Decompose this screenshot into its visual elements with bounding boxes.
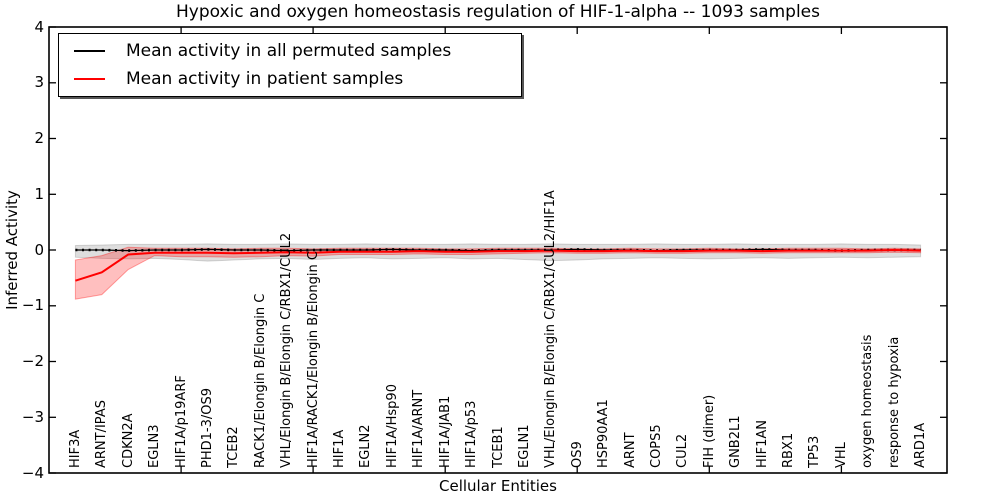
x-category-label: ARNT/IPAS (94, 400, 110, 468)
plot-frame (48, 26, 948, 474)
x-category-label: HIF1A/RACK1/Elongin B/Elongin C (305, 251, 321, 468)
x-category-label: TP53 (807, 435, 823, 468)
x-category-label: HIF1A/JAB1 (437, 395, 453, 468)
x-category-label: EGLN1 (516, 424, 532, 468)
x-category-label: CDKN2A (120, 413, 136, 468)
x-category-label: HIF1A/Hsp90 (384, 384, 400, 468)
line-patient-mean (75, 248, 921, 282)
legend-line-patient-icon (74, 78, 105, 80)
x-category-label: RBX1 (781, 432, 797, 468)
y-tick-label: −4 (21, 463, 44, 482)
legend-item-permuted: Mean activity in all permuted samples (59, 37, 521, 65)
x-category-label: VHL (833, 442, 849, 468)
y-tick-label: 3 (34, 73, 44, 92)
x-category-label: HSP90AA1 (596, 399, 612, 468)
x-category-label: HIF3A (67, 429, 83, 468)
x-category-label: CUL2 (675, 433, 691, 468)
x-category-label: VHL/Elongin B/Elongin C/RBX1/CUL2 (279, 232, 295, 468)
legend-item-patient: Mean activity in patient samples (59, 65, 521, 93)
y-tick-label: 1 (34, 184, 44, 203)
x-category-label: COPS5 (648, 424, 664, 468)
x-category-label: ARNT (622, 432, 638, 468)
legend: Mean activity in all permuted samples Me… (58, 33, 522, 97)
x-axis-label: Cellular Entities (439, 477, 557, 495)
y-tick-label: −1 (21, 296, 44, 315)
chart-title: Hypoxic and oxygen homeostasis regulatio… (176, 2, 820, 22)
line-permuted-dots (75, 248, 921, 252)
legend-label-patient: Mean activity in patient samples (126, 69, 404, 89)
y-tick-label: 0 (34, 240, 44, 259)
band-permuted (74, 243, 922, 262)
x-category-label: HIF1A/p19ARF (173, 375, 189, 468)
y-tick-label: −3 (21, 407, 44, 426)
x-category-label: response to hypoxia (886, 336, 902, 468)
legend-label-permuted: Mean activity in all permuted samples (126, 41, 452, 61)
x-category-label: TCEB2 (226, 426, 242, 468)
x-category-label: EGLN2 (358, 424, 374, 468)
y-tick-label: 4 (34, 17, 44, 36)
legend-line-permuted-icon (74, 50, 105, 52)
x-category-label: RACK1/Elongin B/Elongin C (252, 293, 268, 468)
x-category-label: oxygen homeostasis (860, 334, 876, 468)
x-category-label: TCEB1 (490, 426, 506, 468)
x-category-label: GNB2L1 (728, 415, 744, 468)
y-tick-label: −2 (21, 352, 44, 370)
x-category-label: HIF1AN (754, 420, 770, 468)
x-category-label: EGLN3 (147, 424, 163, 468)
x-category-label: HIF1A (332, 429, 348, 468)
x-category-label: VHL/Elongin B/Elongin C/RBX1/CUL2/HIF1A (543, 190, 559, 468)
x-category-label: HIF1A/p53 (464, 400, 480, 468)
x-category-label: FIH (dimer) (701, 394, 717, 468)
x-category-label: HIF1A/ARNT (411, 389, 427, 468)
x-category-label: PHD1-3/OS9 (199, 388, 215, 468)
y-tick-label: 2 (34, 129, 44, 147)
x-category-label: OS9 (569, 441, 585, 468)
x-category-label: ARD1A (913, 422, 929, 468)
